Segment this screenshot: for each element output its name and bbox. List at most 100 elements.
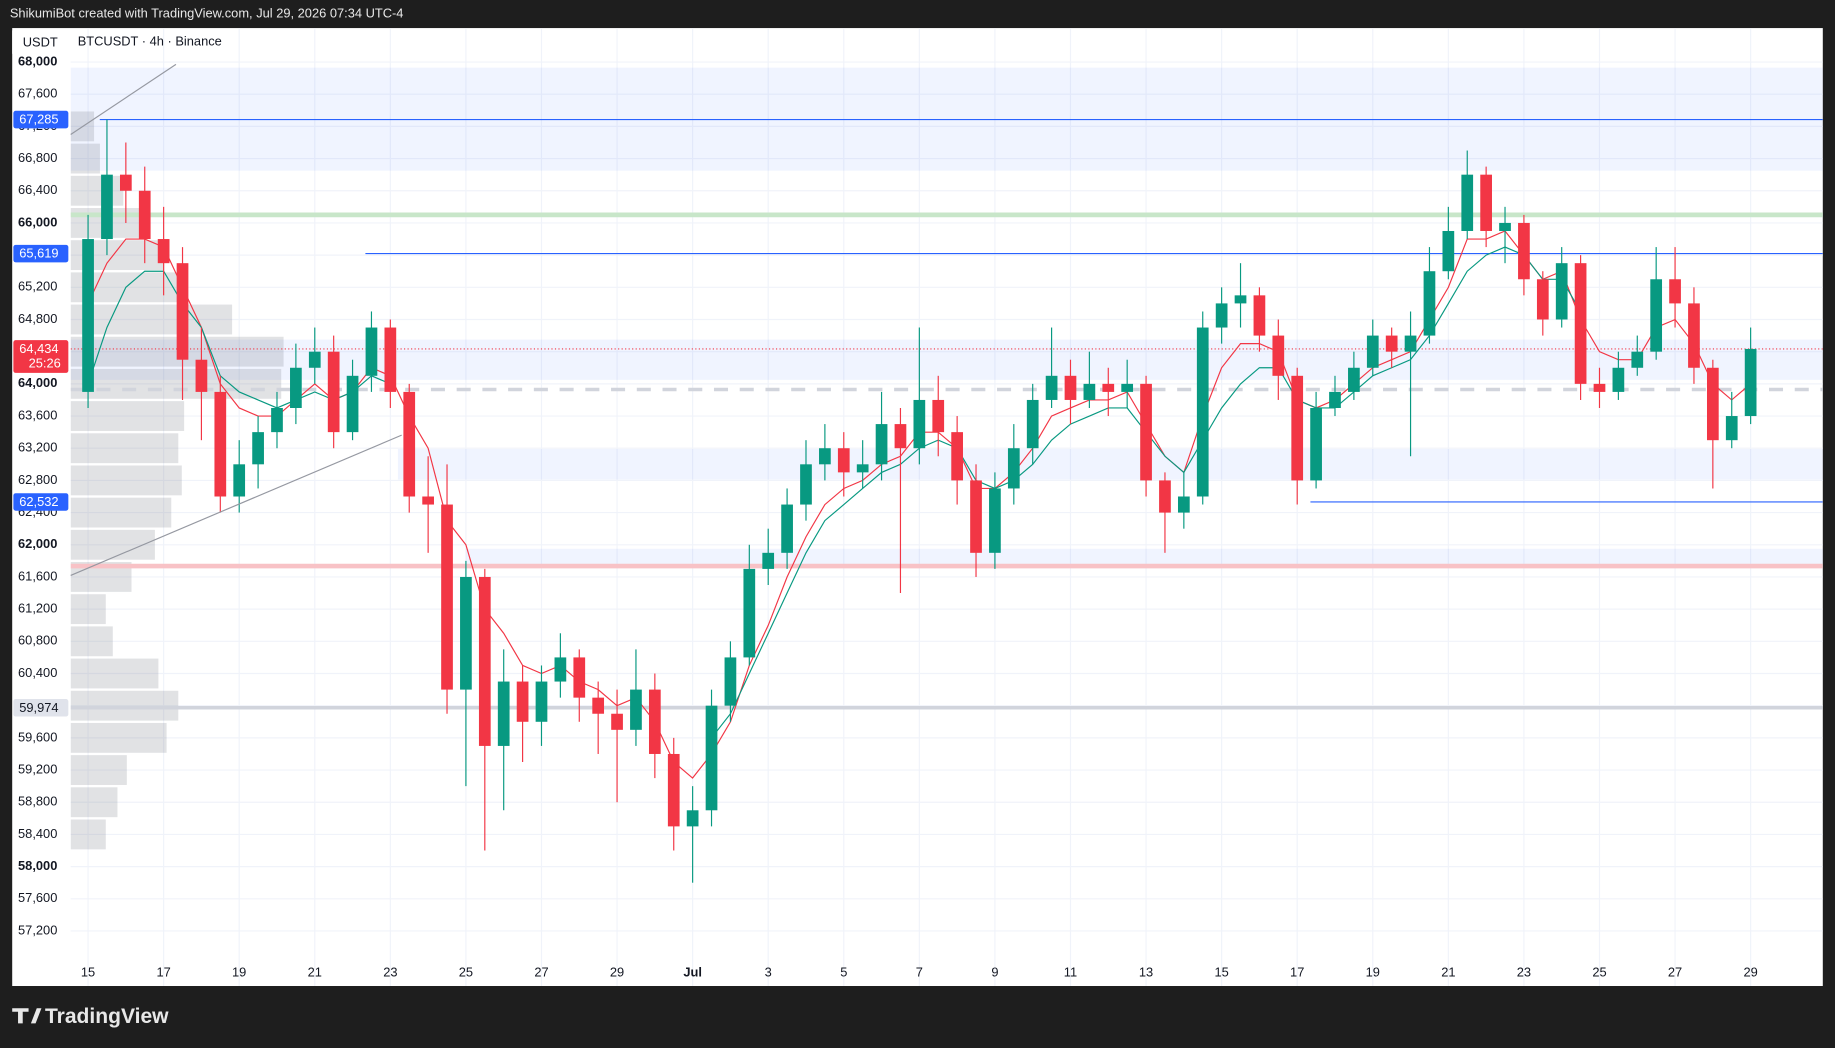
x-tick-label: 29 (1743, 965, 1757, 980)
logo-mark (12, 1008, 42, 1024)
candle-body (686, 810, 699, 827)
volume-profile-bar (70, 722, 167, 753)
price-badge-label: 59,974 (19, 700, 58, 715)
candle-body (592, 697, 605, 714)
candle-body (554, 657, 567, 682)
candle-body (384, 327, 397, 392)
candle-body (1385, 335, 1398, 352)
candle-body (1064, 375, 1077, 400)
candle-body (1442, 230, 1455, 272)
y-tick-label: 57,200 (18, 922, 57, 937)
candle-body (1404, 335, 1417, 352)
candle-body (1140, 383, 1152, 481)
candle-body (667, 753, 680, 827)
candle-body (1461, 174, 1474, 231)
candle-body (932, 399, 945, 433)
candle-body (630, 689, 642, 730)
candle-body (1253, 295, 1266, 336)
candle-body (290, 367, 302, 408)
x-tick-label: 5 (840, 965, 847, 980)
candle-body (195, 359, 208, 392)
candle-body (1348, 367, 1360, 392)
candle-body (422, 496, 434, 505)
x-tick-label: Jul (683, 965, 702, 980)
candle-body (1177, 496, 1190, 513)
x-tick-label: 17 (1290, 965, 1304, 980)
candle-body (441, 504, 453, 690)
price-badge (13, 110, 69, 129)
x-tick-label: 19 (1366, 965, 1380, 980)
candle-body (157, 239, 170, 264)
candle-body (819, 448, 831, 465)
price-badge-label: 67,285 (19, 112, 58, 127)
volume-profile-bar (70, 819, 106, 850)
plot-layer: 57,200 57,600 58,000 58,400 58,800 59,200 59,6… (13, 28, 1823, 987)
x-tick-label: 15 (1214, 965, 1228, 980)
y-tick-label: 66,400 (18, 182, 57, 197)
x-tick-label: 7 (916, 965, 923, 980)
candle-body (1480, 174, 1492, 231)
price-badge (13, 493, 69, 511)
price-badge-label: 62,532 (19, 494, 58, 509)
y-tick-label: 62,000 (18, 536, 57, 551)
candle-body (365, 327, 378, 376)
x-tick-label: 15 (81, 965, 95, 980)
x-tick-label: 29 (610, 965, 624, 980)
x-tick-label: 25 (1592, 965, 1606, 980)
candle-body (875, 424, 888, 465)
zone (397, 449, 1823, 480)
y-tick-label: 59,200 (18, 761, 57, 776)
candle-body (1310, 407, 1322, 481)
symbol: BTCUSDT · 4h · Binance (78, 33, 222, 48)
x-tick-label: 23 (383, 965, 397, 980)
candle-body (460, 576, 472, 690)
x-tick-label: 27 (1668, 965, 1682, 980)
candle-body (970, 480, 982, 553)
candle-body (781, 504, 793, 553)
candle-body (762, 552, 775, 569)
candle-body (516, 681, 529, 722)
caption: ShikumiBot created with TradingView.com,… (10, 5, 404, 20)
y-tick-label: 63,200 (18, 440, 57, 455)
volume-profile-bar (70, 658, 159, 689)
candle-body (1725, 416, 1738, 441)
candle-body (1045, 375, 1058, 400)
candle-body (913, 399, 926, 449)
candle-body (1423, 271, 1436, 336)
y-tick-label: 66,000 (18, 214, 57, 229)
candle-body (233, 464, 246, 497)
y-tick-label: 58,800 (18, 794, 57, 809)
zone (465, 548, 1823, 565)
candle-body (1102, 383, 1115, 392)
candle-body (1612, 367, 1625, 392)
candle-body (403, 391, 416, 497)
candle-body (1631, 351, 1644, 368)
candle-body (1007, 448, 1020, 489)
volume-profile-bar (70, 433, 179, 464)
x-tick-label: 13 (1139, 965, 1153, 980)
candle-body (1215, 303, 1228, 328)
volume-profile-bar (70, 304, 233, 335)
candle-body (1272, 335, 1285, 376)
y-tick-label: 61,200 (18, 601, 57, 616)
plot-background (12, 28, 1823, 987)
y-tick-label: 66,800 (18, 150, 57, 165)
candle-body (951, 432, 963, 481)
candle-body (1159, 480, 1171, 513)
y-tick-label: 68,000 (18, 53, 57, 68)
y-tick-label: 59,600 (18, 729, 57, 744)
candle-body (1083, 383, 1096, 400)
candle-body (1026, 399, 1039, 449)
candle-body (1593, 383, 1606, 392)
y-tick-label: 63,600 (18, 407, 57, 422)
channel-line (70, 434, 402, 577)
candle-body (1706, 367, 1719, 441)
y-tick-label: 58,400 (18, 826, 57, 841)
price-badge (13, 244, 69, 263)
plot (70, 28, 1823, 987)
candle-body (648, 689, 661, 754)
currency-box (12, 30, 67, 54)
candle-body (1536, 279, 1549, 320)
y-tick-label: 60,400 (18, 665, 57, 680)
